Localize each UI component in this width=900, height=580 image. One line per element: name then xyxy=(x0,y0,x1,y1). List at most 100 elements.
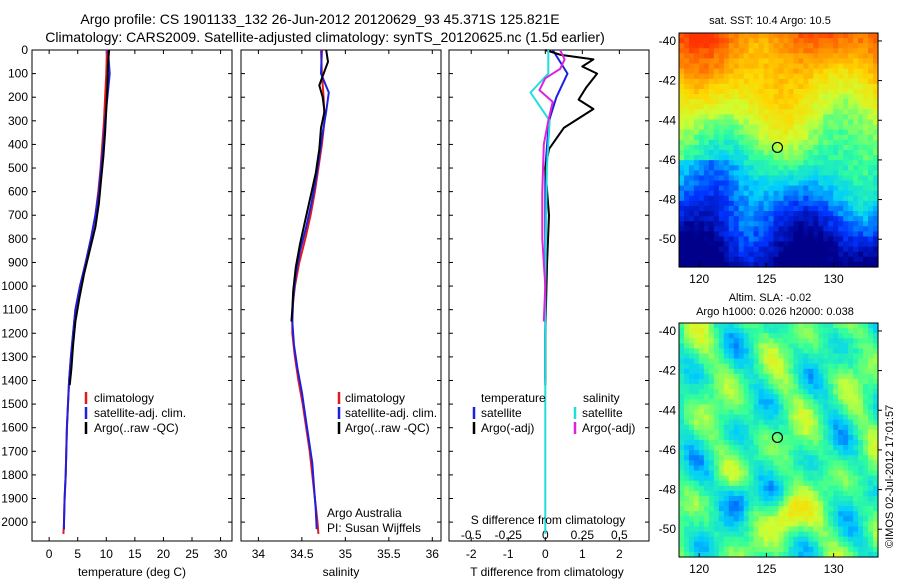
heatmap-cell xyxy=(828,190,834,197)
heatmap-cell xyxy=(843,546,849,553)
heatmap-cell xyxy=(863,323,869,329)
x-tick-label: 30 xyxy=(214,547,228,561)
heatmap-cell xyxy=(758,150,765,156)
heatmap-cell xyxy=(708,531,715,538)
heatmap-cell xyxy=(758,211,765,217)
heatmap-cell xyxy=(778,175,785,182)
heatmap-cell xyxy=(868,353,874,360)
heatmap-cell xyxy=(798,256,804,263)
heatmap-cell xyxy=(743,58,750,65)
heatmap-cell xyxy=(798,195,804,202)
heatmap-cell xyxy=(763,221,770,227)
heatmap-cell xyxy=(868,348,874,355)
heatmap-cell xyxy=(833,399,839,405)
heatmap-cell xyxy=(733,119,740,126)
heatmap-cell xyxy=(693,501,700,507)
heatmap-cell xyxy=(828,485,834,492)
heatmap-cell xyxy=(753,333,760,339)
heatmap-cell xyxy=(758,68,765,75)
heatmap-cell xyxy=(858,43,864,49)
heatmap-cell xyxy=(863,363,869,370)
heatmap-cell xyxy=(743,455,750,461)
temperature-axes xyxy=(31,49,233,542)
heatmap-cell xyxy=(823,348,829,355)
heatmap-cell xyxy=(723,328,730,334)
heatmap-cell xyxy=(823,170,829,177)
heatmap-cell xyxy=(783,343,790,350)
heatmap-cell xyxy=(828,88,834,95)
heatmap-cell xyxy=(843,216,849,222)
heatmap-cell xyxy=(823,185,829,192)
heatmap-cell xyxy=(723,48,730,54)
heatmap-cell xyxy=(833,409,839,416)
heatmap-cell xyxy=(773,531,780,538)
heatmap-cell xyxy=(783,373,790,380)
heatmap-cell xyxy=(858,455,864,461)
heatmap-cell xyxy=(778,404,785,411)
heatmap-cell xyxy=(703,323,710,329)
heatmap-cell xyxy=(793,536,799,543)
heatmap-cell xyxy=(773,38,780,44)
heatmap-cell xyxy=(848,378,854,385)
heatmap-cell xyxy=(823,424,829,431)
heatmap-cell xyxy=(778,73,785,80)
heatmap-cell xyxy=(793,160,799,166)
heatmap-cell xyxy=(728,68,735,75)
heatmap-cell xyxy=(718,78,725,85)
heatmap-cell xyxy=(763,165,770,171)
heatmap-cell xyxy=(823,211,829,217)
heatmap-cell xyxy=(758,409,765,416)
heatmap-cell xyxy=(813,470,819,477)
heatmap-cell xyxy=(783,200,790,207)
heatmap-cell xyxy=(733,358,740,365)
heatmap-cell xyxy=(803,114,809,121)
heatmap-cell xyxy=(738,83,745,90)
heatmap-cell xyxy=(798,328,804,334)
heatmap-cell xyxy=(823,358,829,365)
heatmap-cell xyxy=(858,124,864,131)
heatmap-cell xyxy=(773,83,780,90)
heatmap-cell xyxy=(738,348,745,355)
heatmap-cell xyxy=(858,190,864,197)
heatmap-cell xyxy=(718,368,725,375)
heatmap-cell xyxy=(758,241,765,248)
heatmap-cell xyxy=(808,384,814,390)
heatmap-cell xyxy=(683,53,690,60)
heatmap-cell xyxy=(683,475,690,482)
heatmap-cell xyxy=(748,88,755,95)
heatmap-cell xyxy=(768,429,775,436)
heatmap-cell xyxy=(698,190,705,197)
heatmap-cell xyxy=(858,63,864,70)
heatmap-cell xyxy=(758,48,765,54)
heatmap-cell xyxy=(783,414,790,421)
heatmap-cell xyxy=(683,521,690,528)
heatmap-cell xyxy=(793,211,799,217)
heatmap-cell xyxy=(758,368,765,375)
heatmap-cell xyxy=(783,190,790,197)
heatmap-cell xyxy=(853,460,859,467)
heatmap-cell xyxy=(843,256,849,263)
heatmap-cell xyxy=(683,531,690,538)
heatmap-cell xyxy=(758,394,765,400)
x-tick-label: 125 xyxy=(756,272,776,286)
heatmap-cell xyxy=(838,389,844,395)
heatmap-cell xyxy=(698,175,705,182)
heatmap-cell xyxy=(758,38,765,44)
heatmap-cell xyxy=(808,526,814,533)
heatmap-cell xyxy=(748,150,755,156)
heatmap-cell xyxy=(748,470,755,477)
heatmap-cell xyxy=(833,348,839,355)
heatmap-cell xyxy=(753,180,760,187)
heatmap-cell xyxy=(738,424,745,431)
heatmap-cell xyxy=(873,551,879,558)
heatmap-cell xyxy=(708,180,715,187)
heatmap-cell xyxy=(728,450,735,456)
heatmap-cell xyxy=(738,190,745,197)
heatmap-cell xyxy=(773,368,780,375)
heatmap-cell xyxy=(743,155,750,161)
heatmap-cell xyxy=(783,221,790,227)
heatmap-cell xyxy=(733,236,740,243)
heatmap-cell xyxy=(813,541,819,548)
heatmap-cell xyxy=(768,88,775,95)
heatmap-cell xyxy=(873,73,879,80)
